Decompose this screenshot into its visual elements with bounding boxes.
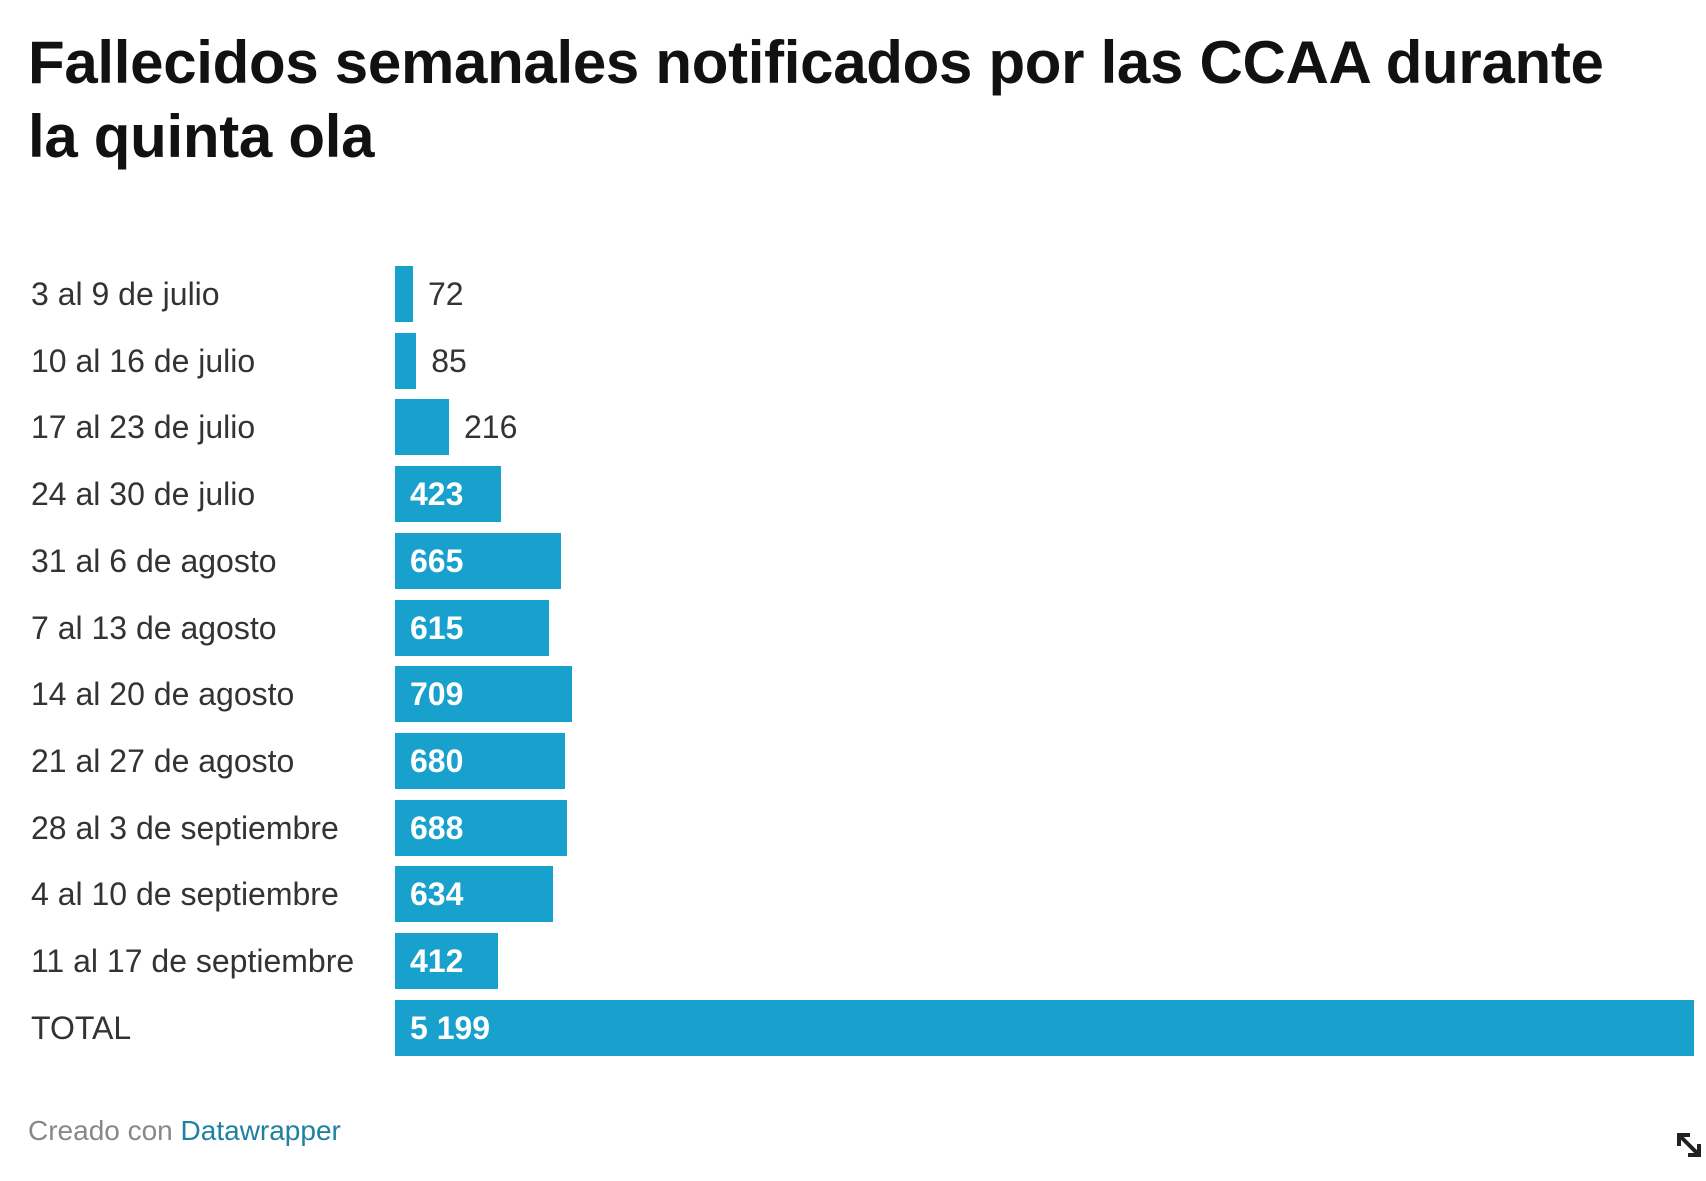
value-label: 680: [410, 742, 464, 779]
bar: [395, 666, 573, 723]
bar: [395, 332, 417, 389]
bar: [395, 799, 567, 856]
bar-row: 28 al 3 de septiembre 688: [0, 799, 1706, 856]
value-label: 709: [410, 676, 464, 713]
bar-row: 31 al 6 de agosto 665: [0, 532, 1706, 589]
category-label: 28 al 3 de septiembre: [31, 809, 339, 846]
bar-chart: 3 al 9 de julio 72 10 al 16 de julio 85 17 a…: [0, 266, 1706, 1066]
bar-row: 4 al 10 de septiembre 634: [0, 866, 1706, 923]
category-label: 10 al 16 de julio: [31, 342, 256, 379]
category-label: 11 al 17 de septiembre: [31, 943, 355, 979]
bar-row: 14 al 20 de agosto 709: [0, 666, 1706, 723]
value-label: 665: [410, 542, 464, 579]
category-label: 7 al 13 de agosto: [31, 609, 277, 646]
datawrapper-link[interactable]: Datawrapper: [180, 1115, 341, 1146]
value-label: 688: [410, 809, 464, 846]
value-label: 5 199: [410, 1009, 491, 1046]
category-label: 17 al 23 de julio: [31, 409, 256, 446]
bar: [395, 933, 498, 989]
value-label: 615: [410, 609, 464, 646]
value-label: 72: [427, 276, 464, 312]
category-label: 31 al 6 de agosto: [31, 542, 277, 579]
bar-row: 10 al 16 de julio 85: [0, 332, 1706, 389]
bar-row: 17 al 23 de julio 216: [0, 399, 1706, 456]
category-label: 24 al 30 de julio: [31, 476, 256, 513]
bar-row: TOTAL 5 199: [0, 999, 1706, 1056]
bar: [395, 599, 549, 656]
resize-icon[interactable]: [1674, 1130, 1704, 1160]
bar-row: 21 al 27 de agosto 680: [0, 732, 1706, 789]
category-label: 14 al 20 de agosto: [31, 676, 295, 713]
value-label: 216: [463, 409, 518, 446]
bar: [395, 866, 554, 923]
value-label: 423: [410, 476, 464, 513]
footer-prefix: Creado con: [28, 1115, 173, 1146]
bar: [395, 532, 562, 589]
bar-row: 7 al 13 de agosto 615: [0, 599, 1706, 656]
chart-title: Fallecidos semanales notificados por las…: [28, 29, 1604, 170]
bar-row: 24 al 30 de julio 423: [0, 466, 1706, 523]
category-label: 21 al 27 de agosto: [31, 742, 295, 779]
bar: [395, 399, 449, 456]
category-label: TOTAL: [31, 1009, 132, 1046]
bar: [395, 266, 413, 322]
category-label: 4 al 10 de septiembre: [31, 876, 339, 913]
value-label: 634: [410, 876, 464, 913]
bar: [395, 466, 501, 523]
footer-credit: Creado con Datawrapper: [28, 1115, 341, 1147]
bar: [395, 732, 565, 789]
value-label: 412: [410, 943, 464, 979]
value-label: 85: [431, 342, 467, 379]
category-label: 3 al 9 de julio: [31, 276, 220, 312]
bar: [395, 999, 1694, 1056]
bar-row: 3 al 9 de julio 72: [0, 266, 1706, 322]
bar-row: 11 al 17 de septiembre 412: [0, 933, 1706, 989]
